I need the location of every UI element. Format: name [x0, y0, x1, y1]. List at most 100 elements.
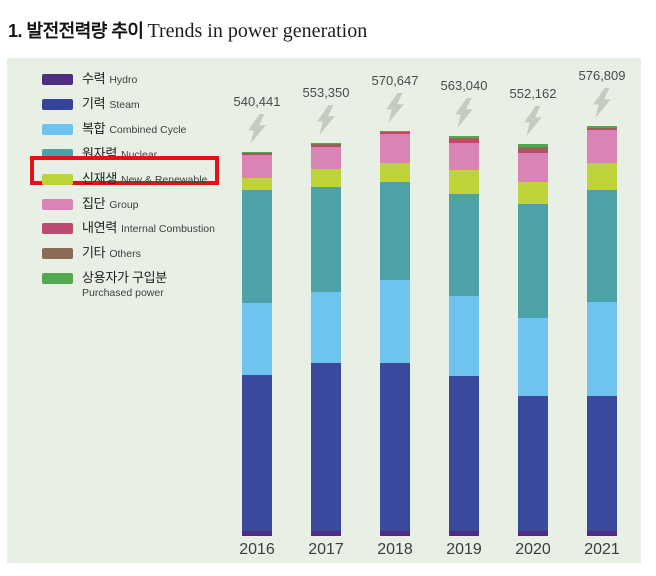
lightning-bolt-icon	[593, 88, 611, 119]
bar-segment-internal-combustion	[587, 128, 617, 130]
bar-total-label-2017: 553,350	[302, 84, 350, 100]
bar-segment-steam	[518, 396, 548, 531]
bar-segment-combined-cycle	[311, 292, 341, 363]
legend-label-english: Internal Combustion	[120, 223, 215, 236]
bar-segment-internal-combustion	[518, 149, 548, 154]
bar-segment-hydro	[587, 530, 617, 536]
year-label-2018: 2018	[377, 541, 413, 558]
year-label-2020: 2020	[515, 541, 551, 558]
legend-label-korean: 내연력	[82, 220, 117, 236]
legend-item-combined-cycle: 복합 Combined Cycle	[42, 120, 186, 137]
bar-segment-others	[449, 138, 479, 141]
bar-segment-combined-cycle	[242, 303, 272, 375]
legend-item-steam: 기력 Steam	[42, 95, 140, 112]
bar-segment-combined-cycle	[587, 302, 617, 397]
bar-total-label-2020: 552,162	[509, 85, 557, 101]
bar-segment-hydro	[449, 530, 479, 536]
legend-swatch-new-renewable	[42, 173, 73, 185]
bar-segment-others	[242, 152, 272, 155]
legend-swatch-steam	[42, 98, 73, 110]
bar-total-label-2019: 563,040	[440, 77, 488, 93]
year-label-2016: 2016	[239, 541, 275, 558]
lightning-bolt-icon	[455, 97, 473, 128]
legend-swatch-purchased-power	[42, 273, 73, 285]
bar-segment-hydro	[380, 530, 410, 536]
legend-swatch-nuclear	[42, 148, 73, 160]
bar-segment-others	[380, 131, 410, 133]
bar-segment-steam	[449, 375, 479, 531]
bar-2021	[587, 126, 617, 536]
bar-segment-purchased-power	[242, 152, 272, 153]
bar-segment-internal-combustion	[380, 132, 410, 135]
bar-segment-hydro	[242, 530, 272, 536]
legend-swatch-group	[42, 198, 73, 210]
lightning-bolt-icon	[248, 114, 266, 144]
legend-swatch-combined-cycle	[42, 123, 73, 135]
bar-segment-hydro	[311, 531, 341, 536]
bar-2016	[242, 152, 272, 536]
legend-label-combined-cycle: 복합 Combined Cycle	[82, 120, 186, 137]
bar-segment-others	[518, 146, 548, 150]
bar-segment-purchased-power	[518, 143, 548, 147]
chart-panel: 수력 Hydro 기력 Steam 복합 Combined Cycle 원자력 Nuclear…	[7, 58, 641, 563]
bar-segment-new-renewable	[242, 178, 272, 191]
legend-item-purchased-power: 상용자가 구입분 Purchased power	[42, 271, 167, 300]
lightning-bolt-icon	[317, 104, 335, 135]
bar-2017	[311, 142, 341, 536]
bar-segment-nuclear	[518, 203, 548, 318]
bar-total-label-2021: 576,809	[578, 68, 626, 84]
legend-label-english: Others	[109, 248, 141, 261]
bar-segment-internal-combustion	[449, 140, 479, 143]
legend-item-group: 집단 Group	[42, 196, 139, 212]
bar-segment-group	[311, 147, 341, 170]
bar-2018	[380, 130, 410, 536]
legend-label-purchased-power: 상용자가 구입분 Purchased power	[82, 271, 167, 300]
bar-segment-hydro	[518, 530, 548, 536]
legend-label-new-renewable: 신재생 New & Renewable	[82, 170, 207, 187]
legend-label-korean: 상용자가 구입분	[82, 270, 167, 286]
year-label-2019: 2019	[446, 541, 482, 558]
bar-segment-steam	[311, 362, 341, 532]
legend-label-others: 기타 Others	[82, 246, 141, 261]
bar-segment-others	[311, 143, 341, 146]
legend-label-korean: 신재생	[82, 170, 117, 186]
legend-item-hydro: 수력 Hydro	[42, 72, 137, 87]
bar-segment-combined-cycle	[449, 296, 479, 376]
legend-label-korean: 복합	[82, 120, 106, 136]
bar-segment-group	[587, 130, 617, 164]
bar-segment-nuclear	[587, 190, 617, 303]
legend-label-korean: 수력	[82, 71, 106, 86]
lightning-bolt-icon	[386, 92, 404, 123]
bar-segment-steam	[380, 362, 410, 531]
title-english: Trends in power generation	[147, 20, 368, 42]
legend-item-internal-combustion: 내연력 Internal Combustion	[42, 221, 215, 236]
legend-label-steam: 기력 Steam	[82, 95, 140, 112]
bar-segment-group	[518, 153, 548, 182]
legend-label-group: 집단 Group	[82, 196, 139, 212]
legend-item-others: 기타 Others	[42, 246, 141, 261]
bar-segment-combined-cycle	[518, 317, 548, 397]
bar-segment-group	[242, 155, 272, 179]
bar-segment-nuclear	[242, 190, 272, 304]
bar-segment-new-renewable	[587, 163, 617, 191]
legend-label-english: Purchased power	[82, 287, 164, 300]
bar-segment-others	[587, 127, 617, 129]
bar-segment-new-renewable	[311, 169, 341, 188]
legend-label-english: Group	[109, 198, 139, 211]
bar-segment-purchased-power	[311, 142, 341, 144]
bar-segment-steam	[587, 396, 617, 531]
legend-label-english: Steam	[109, 98, 140, 111]
legend-label-korean: 기력	[82, 95, 106, 111]
bar-segment-group	[380, 134, 410, 164]
bar-segment-new-renewable	[449, 170, 479, 195]
year-label-2017: 2017	[308, 541, 344, 558]
bar-segment-internal-combustion	[311, 145, 341, 148]
legend-swatch-internal-combustion	[42, 223, 73, 235]
legend-highlight-box	[30, 156, 219, 185]
bar-segment-internal-combustion	[242, 154, 272, 156]
bar-segment-new-renewable	[518, 181, 548, 204]
bar-total-label-2018: 570,647	[371, 72, 419, 88]
bar-segment-purchased-power	[380, 130, 410, 132]
bar-segment-new-renewable	[380, 163, 410, 183]
